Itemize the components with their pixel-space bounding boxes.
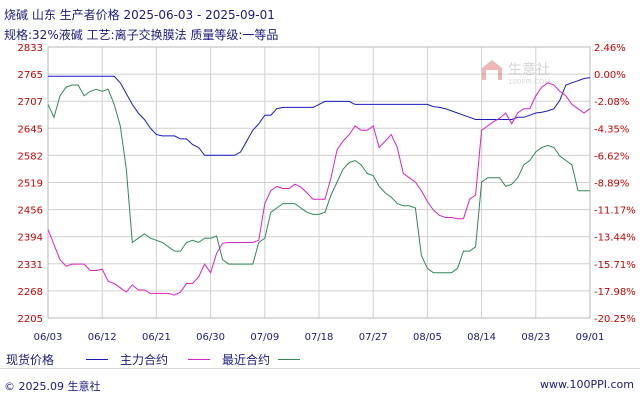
x-tick-label: 07/27 — [359, 332, 388, 343]
series-line-0 — [48, 75, 591, 156]
y-tick-label: 2205 — [18, 314, 43, 325]
y2-tick-label: 0.00% — [594, 70, 626, 81]
y-tick-label: 2331 — [18, 260, 43, 271]
y-tick-label: 2519 — [18, 179, 43, 190]
y2-tick-label: -17.98% — [594, 287, 636, 298]
y2-tick-label: -13.44% — [594, 233, 636, 244]
y-tick-label: 2833 — [18, 43, 43, 54]
y-tick-label: 2707 — [18, 97, 43, 108]
y2-tick-label: -8.89% — [594, 179, 629, 190]
y-tick-label: 2456 — [18, 206, 43, 217]
watermark-logo-text: 生意社 — [508, 61, 550, 78]
x-tick-label: 07/09 — [250, 332, 279, 343]
grid-lines — [47, 46, 591, 319]
series-line-2 — [47, 84, 590, 274]
legend-spot-swatch — [86, 359, 108, 360]
chart-title-line2: 规格:32%液碱 工艺:离子交换膜法 质量等级:一等品 — [4, 28, 279, 42]
legend-recent-label: 最近合约 — [222, 353, 271, 367]
y2-tick-label: -20.25% — [594, 314, 636, 325]
series-lines — [47, 75, 591, 296]
x-tick-label: 09/01 — [576, 332, 605, 343]
x-tick-label: 08/05 — [413, 332, 442, 343]
y-tick-label: 2268 — [18, 287, 43, 298]
y-tick-label: 2582 — [18, 151, 43, 162]
y2-tick-label: -2.08% — [594, 97, 629, 108]
y2-tick-label: -15.71% — [594, 260, 636, 271]
watermark-logo-sub: 100PPI.COM — [508, 78, 551, 86]
legend-spot-label: 现货价格 — [6, 353, 55, 367]
footer-divider — [0, 368, 640, 369]
legend-main-swatch — [188, 359, 210, 360]
x-tick-label: 06/03 — [34, 332, 63, 343]
watermark-logo: 生意社 100PPI.COM — [482, 60, 551, 86]
series-line-1 — [47, 82, 591, 296]
y-axis-right: 2.46% 0.00% -2.08% -4.35% -6.62% -8.89% -11.17… — [594, 43, 636, 325]
plot-frame — [47, 46, 591, 319]
x-tick-label: 06/30 — [196, 332, 225, 343]
house-icon — [482, 60, 502, 80]
price-chart: 生意社 100PPI.COM 2833276527072645258225192… — [18, 43, 636, 343]
y-tick-label: 2394 — [18, 233, 43, 244]
x-tick-label: 06/12 — [88, 332, 117, 343]
x-tick-label: 08/23 — [521, 332, 550, 343]
x-axis: 06/03 06/12 06/21 06/30 07/09 07/18 07/27 08/05… — [34, 332, 605, 343]
chart-title-line1: 烧碱 山东 生产者价格 2025-06-03 - 2025-09-01 — [4, 8, 275, 22]
x-tick-label: 06/21 — [142, 332, 171, 343]
y-axis-left: 2833 2765 2707 2645 2582 2519 2456 2394 2331 2268… — [18, 43, 43, 325]
y2-tick-label: 2.46% — [594, 43, 626, 54]
legend-recent-swatch — [278, 359, 300, 360]
x-tick-label: 07/18 — [305, 332, 334, 343]
legend-main-label: 主力合约 — [120, 353, 169, 367]
y2-tick-label: -11.17% — [594, 206, 636, 217]
footer-site-link[interactable]: www.100PPI.com — [540, 378, 634, 391]
footer-copyright: © 2025.09 生意社 — [4, 380, 101, 393]
y2-tick-label: -4.35% — [594, 124, 629, 135]
y2-tick-label: -6.62% — [594, 151, 629, 162]
y-tick-label: 2645 — [18, 124, 43, 135]
y-tick-label: 2765 — [18, 70, 43, 81]
x-tick-label: 08/14 — [467, 332, 496, 343]
